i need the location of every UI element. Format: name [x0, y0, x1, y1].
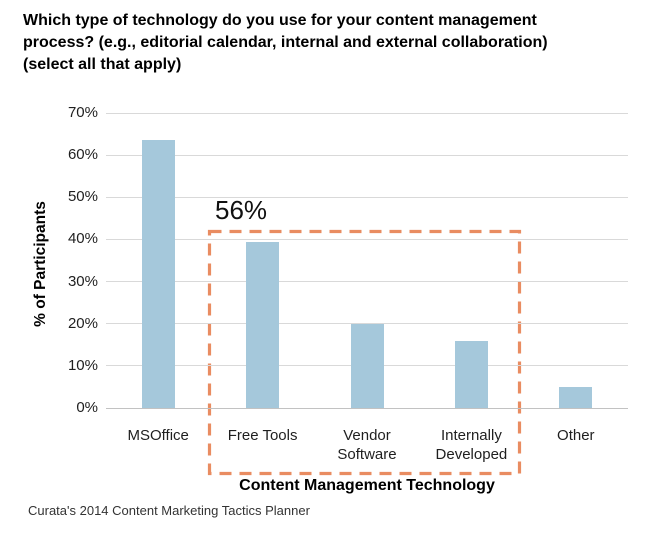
x-tick-label-msoffice: MSOffice: [127, 427, 189, 444]
y-tick-label: 40%: [67, 230, 98, 248]
y-tick-label: 10%: [67, 356, 98, 374]
x-tick-label-other: Other: [557, 427, 595, 444]
x-tick-label-internally-developed: Internally Developed: [435, 427, 508, 463]
bar-vendor-software: [350, 323, 384, 408]
title-line-1: Which type of technology do you use for …: [23, 12, 537, 29]
y-tick-label: 20%: [67, 314, 98, 332]
x-axis-title: Content Management Technology: [239, 477, 495, 494]
gridline: [106, 281, 628, 283]
bar-other: [559, 386, 593, 408]
source-note: Curata's 2014 Content Marketing Tactics …: [28, 503, 310, 518]
gridline: [106, 238, 628, 240]
bar-msoffice: [141, 140, 175, 408]
annotation-label: 56%: [215, 195, 268, 225]
x-axis-line: [106, 407, 628, 409]
x-tick-label-free-tools: Free Tools: [227, 427, 298, 444]
title-line-3: (select all that apply): [23, 56, 182, 73]
x-tick-label-vendor-software: Vendor Software: [337, 427, 397, 463]
gridline: [106, 154, 628, 156]
y-tick-label: 60%: [67, 146, 98, 164]
y-tick-label: 0%: [76, 399, 98, 416]
title-line-2: process? (e.g., editorial calendar, inte…: [23, 34, 548, 51]
y-tick-label: 70%: [67, 104, 98, 121]
bar-internally-developed: [454, 340, 488, 408]
y-tick-label: 30%: [67, 272, 98, 290]
gridline: [106, 196, 628, 198]
gridline: [106, 112, 628, 114]
annotation-box: [207, 229, 522, 476]
page-title: Which type of technology do you use for …: [23, 10, 548, 76]
y-tick-label: 50%: [67, 188, 98, 206]
bar-free-tools: [246, 241, 280, 408]
